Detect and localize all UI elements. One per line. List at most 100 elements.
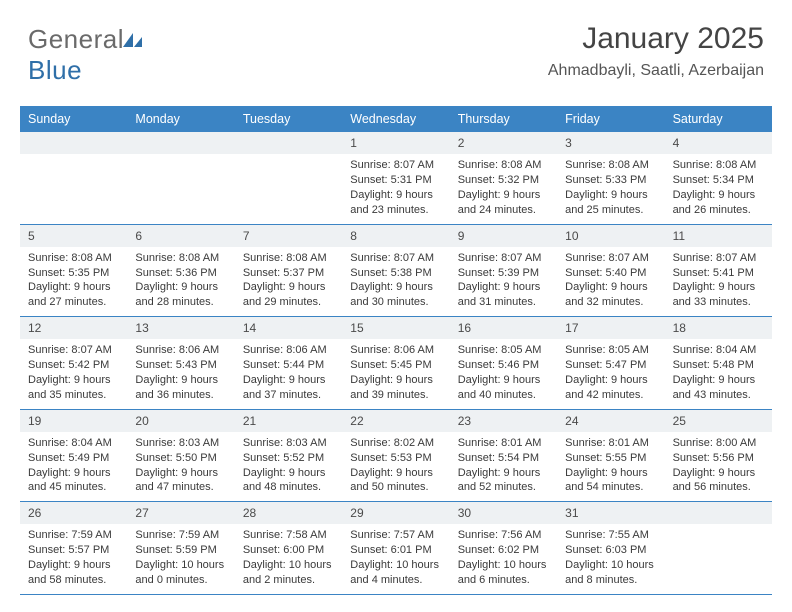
- day-line: Daylight: 9 hours: [565, 466, 656, 481]
- day-line: and 0 minutes.: [135, 573, 226, 588]
- day-line: Sunrise: 8:08 AM: [565, 158, 656, 173]
- day-number: 6: [127, 225, 234, 247]
- weekday-header: Thursday: [450, 106, 557, 132]
- day-cell: 29Sunrise: 7:57 AMSunset: 6:01 PMDayligh…: [342, 502, 449, 594]
- day-line: Sunset: 5:35 PM: [28, 266, 119, 281]
- day-line: Daylight: 9 hours: [673, 188, 764, 203]
- week-row: 1Sunrise: 8:07 AMSunset: 5:31 PMDaylight…: [20, 132, 772, 225]
- day-cell: 23Sunrise: 8:01 AMSunset: 5:54 PMDayligh…: [450, 410, 557, 502]
- day-line: Daylight: 9 hours: [28, 373, 119, 388]
- day-number: 31: [557, 502, 664, 524]
- location-subtitle: Ahmadbayli, Saatli, Azerbaijan: [548, 62, 764, 80]
- day-line: and 47 minutes.: [135, 480, 226, 495]
- day-cell: 8Sunrise: 8:07 AMSunset: 5:38 PMDaylight…: [342, 225, 449, 317]
- day-line: Sunrise: 8:01 AM: [565, 436, 656, 451]
- day-body: Sunrise: 8:05 AMSunset: 5:46 PMDaylight:…: [450, 339, 557, 408]
- day-line: Daylight: 10 hours: [135, 558, 226, 573]
- day-line: Sunrise: 8:03 AM: [243, 436, 334, 451]
- day-cell: [127, 132, 234, 224]
- day-line: Sunrise: 8:08 AM: [673, 158, 764, 173]
- day-line: Daylight: 10 hours: [243, 558, 334, 573]
- day-line: and 52 minutes.: [458, 480, 549, 495]
- day-number: 4: [665, 132, 772, 154]
- day-line: Sunrise: 8:03 AM: [135, 436, 226, 451]
- logo-text-1: General: [28, 24, 124, 54]
- day-line: Daylight: 9 hours: [458, 188, 549, 203]
- weekday-header-row: SundayMondayTuesdayWednesdayThursdayFrid…: [20, 106, 772, 132]
- day-line: Sunrise: 8:08 AM: [243, 251, 334, 266]
- day-cell: 25Sunrise: 8:00 AMSunset: 5:56 PMDayligh…: [665, 410, 772, 502]
- day-line: Sunrise: 8:00 AM: [673, 436, 764, 451]
- day-cell: 19Sunrise: 8:04 AMSunset: 5:49 PMDayligh…: [20, 410, 127, 502]
- day-cell: 6Sunrise: 8:08 AMSunset: 5:36 PMDaylight…: [127, 225, 234, 317]
- day-line: Daylight: 9 hours: [458, 466, 549, 481]
- day-number: [665, 502, 772, 524]
- day-line: and 30 minutes.: [350, 295, 441, 310]
- day-line: Sunset: 5:38 PM: [350, 266, 441, 281]
- day-line: and 23 minutes.: [350, 203, 441, 218]
- day-line: Daylight: 9 hours: [350, 280, 441, 295]
- day-line: Sunset: 5:36 PM: [135, 266, 226, 281]
- day-line: and 45 minutes.: [28, 480, 119, 495]
- day-line: Daylight: 9 hours: [458, 373, 549, 388]
- day-body: [20, 154, 127, 214]
- day-line: and 56 minutes.: [673, 480, 764, 495]
- day-cell: 28Sunrise: 7:58 AMSunset: 6:00 PMDayligh…: [235, 502, 342, 594]
- day-body: [665, 524, 772, 584]
- day-line: Sunrise: 8:08 AM: [28, 251, 119, 266]
- day-number: 16: [450, 317, 557, 339]
- day-cell: 17Sunrise: 8:05 AMSunset: 5:47 PMDayligh…: [557, 317, 664, 409]
- day-body: Sunrise: 8:07 AMSunset: 5:41 PMDaylight:…: [665, 247, 772, 316]
- day-number: 23: [450, 410, 557, 432]
- day-number: 30: [450, 502, 557, 524]
- day-body: Sunrise: 7:55 AMSunset: 6:03 PMDaylight:…: [557, 524, 664, 593]
- day-cell: 12Sunrise: 8:07 AMSunset: 5:42 PMDayligh…: [20, 317, 127, 409]
- day-number: 15: [342, 317, 449, 339]
- day-line: and 54 minutes.: [565, 480, 656, 495]
- day-cell: [665, 502, 772, 594]
- day-line: Daylight: 9 hours: [350, 188, 441, 203]
- weeks-container: 1Sunrise: 8:07 AMSunset: 5:31 PMDaylight…: [20, 132, 772, 595]
- weekday-header: Monday: [127, 106, 234, 132]
- day-body: Sunrise: 8:04 AMSunset: 5:48 PMDaylight:…: [665, 339, 772, 408]
- day-line: and 31 minutes.: [458, 295, 549, 310]
- day-body: Sunrise: 8:04 AMSunset: 5:49 PMDaylight:…: [20, 432, 127, 501]
- day-line: Sunrise: 7:59 AM: [28, 528, 119, 543]
- day-cell: 21Sunrise: 8:03 AMSunset: 5:52 PMDayligh…: [235, 410, 342, 502]
- day-number: 14: [235, 317, 342, 339]
- day-line: Sunset: 5:40 PM: [565, 266, 656, 281]
- day-line: Daylight: 10 hours: [350, 558, 441, 573]
- week-row: 26Sunrise: 7:59 AMSunset: 5:57 PMDayligh…: [20, 502, 772, 595]
- day-line: and 28 minutes.: [135, 295, 226, 310]
- day-line: Sunrise: 8:07 AM: [28, 343, 119, 358]
- day-line: Sunrise: 7:58 AM: [243, 528, 334, 543]
- day-line: Daylight: 9 hours: [135, 280, 226, 295]
- day-line: Daylight: 9 hours: [135, 466, 226, 481]
- day-body: Sunrise: 8:06 AMSunset: 5:45 PMDaylight:…: [342, 339, 449, 408]
- brand-logo: General Blue: [28, 24, 144, 86]
- day-line: Sunset: 5:52 PM: [243, 451, 334, 466]
- day-line: Sunset: 5:32 PM: [458, 173, 549, 188]
- weekday-header: Saturday: [665, 106, 772, 132]
- day-line: Sunrise: 8:04 AM: [673, 343, 764, 358]
- day-line: and 40 minutes.: [458, 388, 549, 403]
- day-line: Daylight: 9 hours: [28, 466, 119, 481]
- day-number: 20: [127, 410, 234, 432]
- day-body: Sunrise: 8:01 AMSunset: 5:54 PMDaylight:…: [450, 432, 557, 501]
- weekday-header: Tuesday: [235, 106, 342, 132]
- day-line: Daylight: 10 hours: [565, 558, 656, 573]
- day-line: Sunrise: 8:06 AM: [135, 343, 226, 358]
- day-line: and 42 minutes.: [565, 388, 656, 403]
- day-number: 10: [557, 225, 664, 247]
- day-line: Sunset: 5:56 PM: [673, 451, 764, 466]
- day-line: Daylight: 9 hours: [673, 280, 764, 295]
- day-line: Sunrise: 7:55 AM: [565, 528, 656, 543]
- day-body: Sunrise: 7:57 AMSunset: 6:01 PMDaylight:…: [342, 524, 449, 593]
- day-line: and 32 minutes.: [565, 295, 656, 310]
- day-line: Sunrise: 8:08 AM: [458, 158, 549, 173]
- day-number: 28: [235, 502, 342, 524]
- day-body: [235, 154, 342, 214]
- day-number: 27: [127, 502, 234, 524]
- day-line: Sunrise: 7:56 AM: [458, 528, 549, 543]
- weekday-header: Wednesday: [342, 106, 449, 132]
